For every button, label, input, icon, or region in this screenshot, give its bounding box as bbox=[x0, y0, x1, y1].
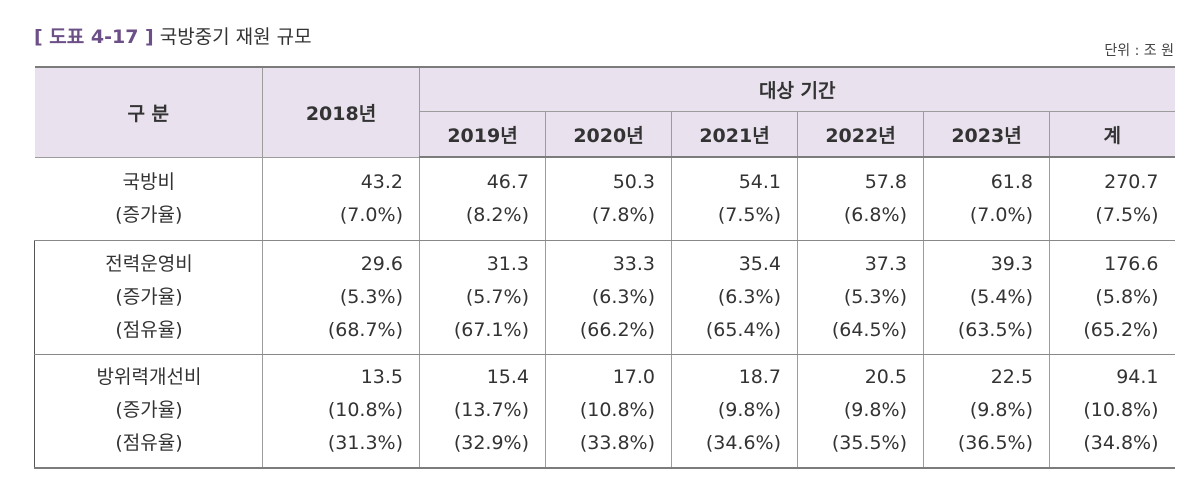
cell: 37.3 (5.3%) (64.5%) bbox=[798, 240, 924, 354]
cell: 270.7 (7.5%) bbox=[1050, 157, 1175, 240]
cell: 22.5 (9.8%) (36.5%) bbox=[924, 354, 1050, 468]
table-title: [ 도표 4-17 ] 국방중기 재원 규모 bbox=[34, 22, 312, 49]
header-total: 계 bbox=[1050, 112, 1175, 158]
cell: 17.0 (10.8%) (33.8%) bbox=[546, 354, 672, 468]
cell: 176.6 (5.8%) (65.2%) bbox=[1050, 240, 1175, 354]
cell: 50.3 (7.8%) bbox=[546, 157, 672, 240]
cell: 15.4 (13.7%) (32.9%) bbox=[420, 354, 546, 468]
cell: 13.5 (10.8%) (31.3%) bbox=[263, 354, 420, 468]
header-year: 2021년 bbox=[672, 112, 798, 158]
header-year: 2019년 bbox=[420, 112, 546, 158]
row-label-force-improvement: 방위력개선비 (증가율) (점유율) bbox=[35, 354, 263, 468]
row-label-operations: 전력운영비 (증가율) (점유율) bbox=[35, 240, 263, 354]
budget-table: 구 분 2018년 대상 기간 2019년 2020년 2021년 2022년 … bbox=[34, 66, 1175, 469]
cell: 39.3 (5.4%) (63.5%) bbox=[924, 240, 1050, 354]
cell: 31.3 (5.7%) (67.1%) bbox=[420, 240, 546, 354]
unit-note: 단위 : 조 원 bbox=[1104, 40, 1174, 60]
table-row: 국방비 (증가율) 43.2 (7.0%) 46.7 (8.2%) 50.3 (7.8%… bbox=[35, 157, 1175, 240]
header-year: 2022년 bbox=[798, 112, 924, 158]
table-row: 전력운영비 (증가율) (점유율) 29.6 (5.3%) (68.7%) 31.3 (5… bbox=[35, 240, 1175, 354]
cell: 46.7 (8.2%) bbox=[420, 157, 546, 240]
table-caption: 국방중기 재원 규모 bbox=[160, 26, 312, 48]
row-label-defense: 국방비 (증가율) bbox=[35, 157, 263, 240]
cell: 35.4 (6.3%) (65.4%) bbox=[672, 240, 798, 354]
cell: 33.3 (6.3%) (66.2%) bbox=[546, 240, 672, 354]
cell: 61.8 (7.0%) bbox=[924, 157, 1050, 240]
cell: 18.7 (9.8%) (34.6%) bbox=[672, 354, 798, 468]
cell: 29.6 (5.3%) (68.7%) bbox=[263, 240, 420, 354]
cell: 54.1 (7.5%) bbox=[672, 157, 798, 240]
header-year: 2023년 bbox=[924, 112, 1050, 158]
table-code: [ 도표 4-17 ] bbox=[34, 26, 154, 48]
cell: 57.8 (6.8%) bbox=[798, 157, 924, 240]
cell: 20.5 (9.8%) (35.5%) bbox=[798, 354, 924, 468]
cell: 43.2 (7.0%) bbox=[263, 157, 420, 240]
table-row: 방위력개선비 (증가율) (점유율) 13.5 (10.8%) (31.3%) 15.4… bbox=[35, 354, 1175, 468]
header-year: 2020년 bbox=[546, 112, 672, 158]
header-category: 구 분 bbox=[35, 67, 263, 157]
header-base-year: 2018년 bbox=[263, 67, 420, 157]
header-period: 대상 기간 bbox=[420, 67, 1175, 112]
cell: 94.1 (10.8%) (34.8%) bbox=[1050, 354, 1175, 468]
